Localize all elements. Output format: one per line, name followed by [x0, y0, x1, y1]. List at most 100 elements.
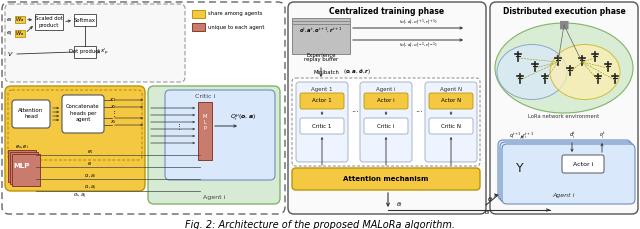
FancyBboxPatch shape — [562, 155, 604, 173]
Text: $o_i^{t+1}, r_i^{t+1}$: $o_i^{t+1}, r_i^{t+1}$ — [509, 131, 534, 141]
Text: $x'_p$: $x'_p$ — [100, 47, 109, 57]
Text: $e_j$: $e_j$ — [6, 29, 13, 39]
FancyBboxPatch shape — [288, 2, 486, 214]
Text: $x_i$: $x_i$ — [110, 103, 116, 111]
Text: Scaled dot: Scaled dot — [35, 16, 63, 22]
Text: $e_i$: $e_i$ — [87, 160, 93, 168]
Text: $e_i$: $e_i$ — [6, 16, 13, 24]
Text: unique to each agent: unique to each agent — [208, 25, 264, 30]
FancyBboxPatch shape — [5, 4, 185, 82]
Text: Agent N: Agent N — [440, 87, 462, 92]
Text: Agent i: Agent i — [553, 193, 575, 197]
Bar — [74, 14, 96, 26]
Text: replay buffer: replay buffer — [304, 57, 338, 63]
Text: $\theta_i$: $\theta_i$ — [487, 196, 494, 204]
Bar — [10, 152, 38, 184]
Text: Attention: Attention — [19, 109, 44, 114]
FancyBboxPatch shape — [300, 118, 344, 134]
Bar — [292, 18, 350, 48]
FancyBboxPatch shape — [12, 100, 50, 128]
Text: LoRa network environment: LoRa network environment — [529, 114, 600, 118]
Text: $\theta_i$: $\theta_i$ — [396, 201, 403, 210]
Text: Agent 1: Agent 1 — [311, 87, 333, 92]
Text: Experience: Experience — [307, 52, 336, 57]
FancyBboxPatch shape — [425, 82, 477, 162]
Bar — [192, 10, 205, 18]
Text: heads per: heads per — [70, 111, 96, 115]
Text: $(o_i^t, a_i^t, o_i^{t+1}, r_i^{t+1})$: $(o_i^t, a_i^t, o_i^{t+1}, r_i^{t+1})$ — [399, 18, 437, 28]
Text: agent: agent — [76, 117, 91, 122]
Ellipse shape — [550, 44, 620, 99]
Text: Critic i: Critic i — [195, 95, 215, 99]
Text: share among agents: share among agents — [208, 11, 262, 16]
Text: Agent i: Agent i — [203, 196, 225, 201]
Text: Fig. 2: Architecture of the proposed MALoRa algorithm.: Fig. 2: Architecture of the proposed MAL… — [185, 220, 455, 229]
Text: Critic N: Critic N — [441, 123, 461, 128]
Bar — [35, 14, 63, 30]
Text: $e_s, e_i$: $e_s, e_i$ — [15, 143, 29, 151]
Text: ...: ... — [351, 106, 359, 114]
Text: Critic 1: Critic 1 — [312, 123, 332, 128]
FancyBboxPatch shape — [502, 144, 635, 204]
Text: $W_a$: $W_a$ — [15, 15, 24, 24]
Text: $(\boldsymbol{o}, \boldsymbol{a}, \hat{\boldsymbol{o}}, \boldsymbol{r})$: $(\boldsymbol{o}, \boldsymbol{a}, \hat{\… — [343, 67, 371, 77]
Text: $\vdots$: $\vdots$ — [110, 109, 116, 119]
Text: Softmax: Softmax — [74, 17, 96, 22]
Text: $Q^\mu_i(\boldsymbol{o},\boldsymbol{a})$: $Q^\mu_i(\boldsymbol{o},\boldsymbol{a})$ — [230, 113, 256, 123]
Text: Minibatch: Minibatch — [314, 69, 340, 74]
Text: $o_i, a_j$: $o_i, a_j$ — [84, 183, 96, 193]
FancyBboxPatch shape — [364, 118, 408, 134]
Text: MLP: MLP — [14, 163, 30, 169]
FancyBboxPatch shape — [364, 93, 408, 109]
FancyBboxPatch shape — [300, 93, 344, 109]
Text: $e_1$: $e_1$ — [86, 148, 93, 156]
FancyBboxPatch shape — [292, 78, 480, 166]
Text: Dot product: Dot product — [69, 49, 100, 55]
Text: $o_i, a_j$: $o_i, a_j$ — [74, 191, 86, 201]
Text: $o_i, a_i$: $o_i, a_i$ — [84, 172, 96, 180]
FancyBboxPatch shape — [5, 86, 145, 191]
Bar — [292, 21, 350, 51]
Text: Centralized training phase: Centralized training phase — [330, 6, 445, 16]
FancyBboxPatch shape — [429, 118, 473, 134]
Text: M: M — [203, 114, 207, 118]
Bar — [15, 30, 25, 37]
FancyBboxPatch shape — [296, 82, 348, 162]
Bar — [192, 23, 205, 31]
Ellipse shape — [497, 44, 567, 99]
Bar — [15, 16, 25, 23]
Text: Critic i: Critic i — [378, 123, 395, 128]
Text: product: product — [39, 22, 59, 27]
Text: $\theta_i$: $\theta_i$ — [484, 209, 492, 218]
Bar — [8, 150, 36, 182]
Text: head: head — [24, 114, 38, 120]
Text: Concatenate: Concatenate — [66, 104, 100, 109]
Text: Actor 1: Actor 1 — [312, 98, 332, 104]
Text: Distributed execution phase: Distributed execution phase — [502, 6, 625, 16]
Text: $W_a$: $W_a$ — [15, 29, 24, 38]
FancyBboxPatch shape — [62, 95, 104, 133]
Text: Agent i: Agent i — [376, 87, 396, 92]
Bar — [292, 24, 350, 54]
Text: $o_i^t$: $o_i^t$ — [598, 131, 605, 141]
Ellipse shape — [495, 23, 633, 113]
FancyBboxPatch shape — [165, 90, 275, 180]
Text: Actor i: Actor i — [377, 98, 395, 104]
FancyBboxPatch shape — [360, 82, 412, 162]
Text: $(o_i^t, a_i^t, o_i^{t-1}, r_i^{t-1})$: $(o_i^t, a_i^t, o_i^{t-1}, r_i^{t-1})$ — [399, 41, 437, 51]
Text: $x_1$: $x_1$ — [109, 96, 116, 104]
FancyBboxPatch shape — [500, 142, 633, 202]
Text: ...: ... — [415, 106, 423, 114]
Text: $\blacksquare$: $\blacksquare$ — [558, 19, 570, 31]
Bar — [12, 154, 40, 186]
Text: $V$: $V$ — [6, 50, 13, 58]
FancyBboxPatch shape — [148, 86, 280, 204]
FancyBboxPatch shape — [490, 2, 638, 214]
Text: $\boldsymbol{o}^t, \boldsymbol{a}^t, \boldsymbol{o}^{t+1}, \boldsymbol{r}^{t+1}$: $\boldsymbol{o}^t, \boldsymbol{a}^t, \bo… — [300, 26, 342, 34]
Text: $\vdots$: $\vdots$ — [175, 122, 181, 132]
Text: Actor i: Actor i — [573, 161, 593, 166]
Bar — [198, 102, 212, 160]
FancyBboxPatch shape — [429, 93, 473, 109]
Text: L: L — [204, 120, 207, 125]
Text: Attention mechanism: Attention mechanism — [343, 176, 429, 182]
